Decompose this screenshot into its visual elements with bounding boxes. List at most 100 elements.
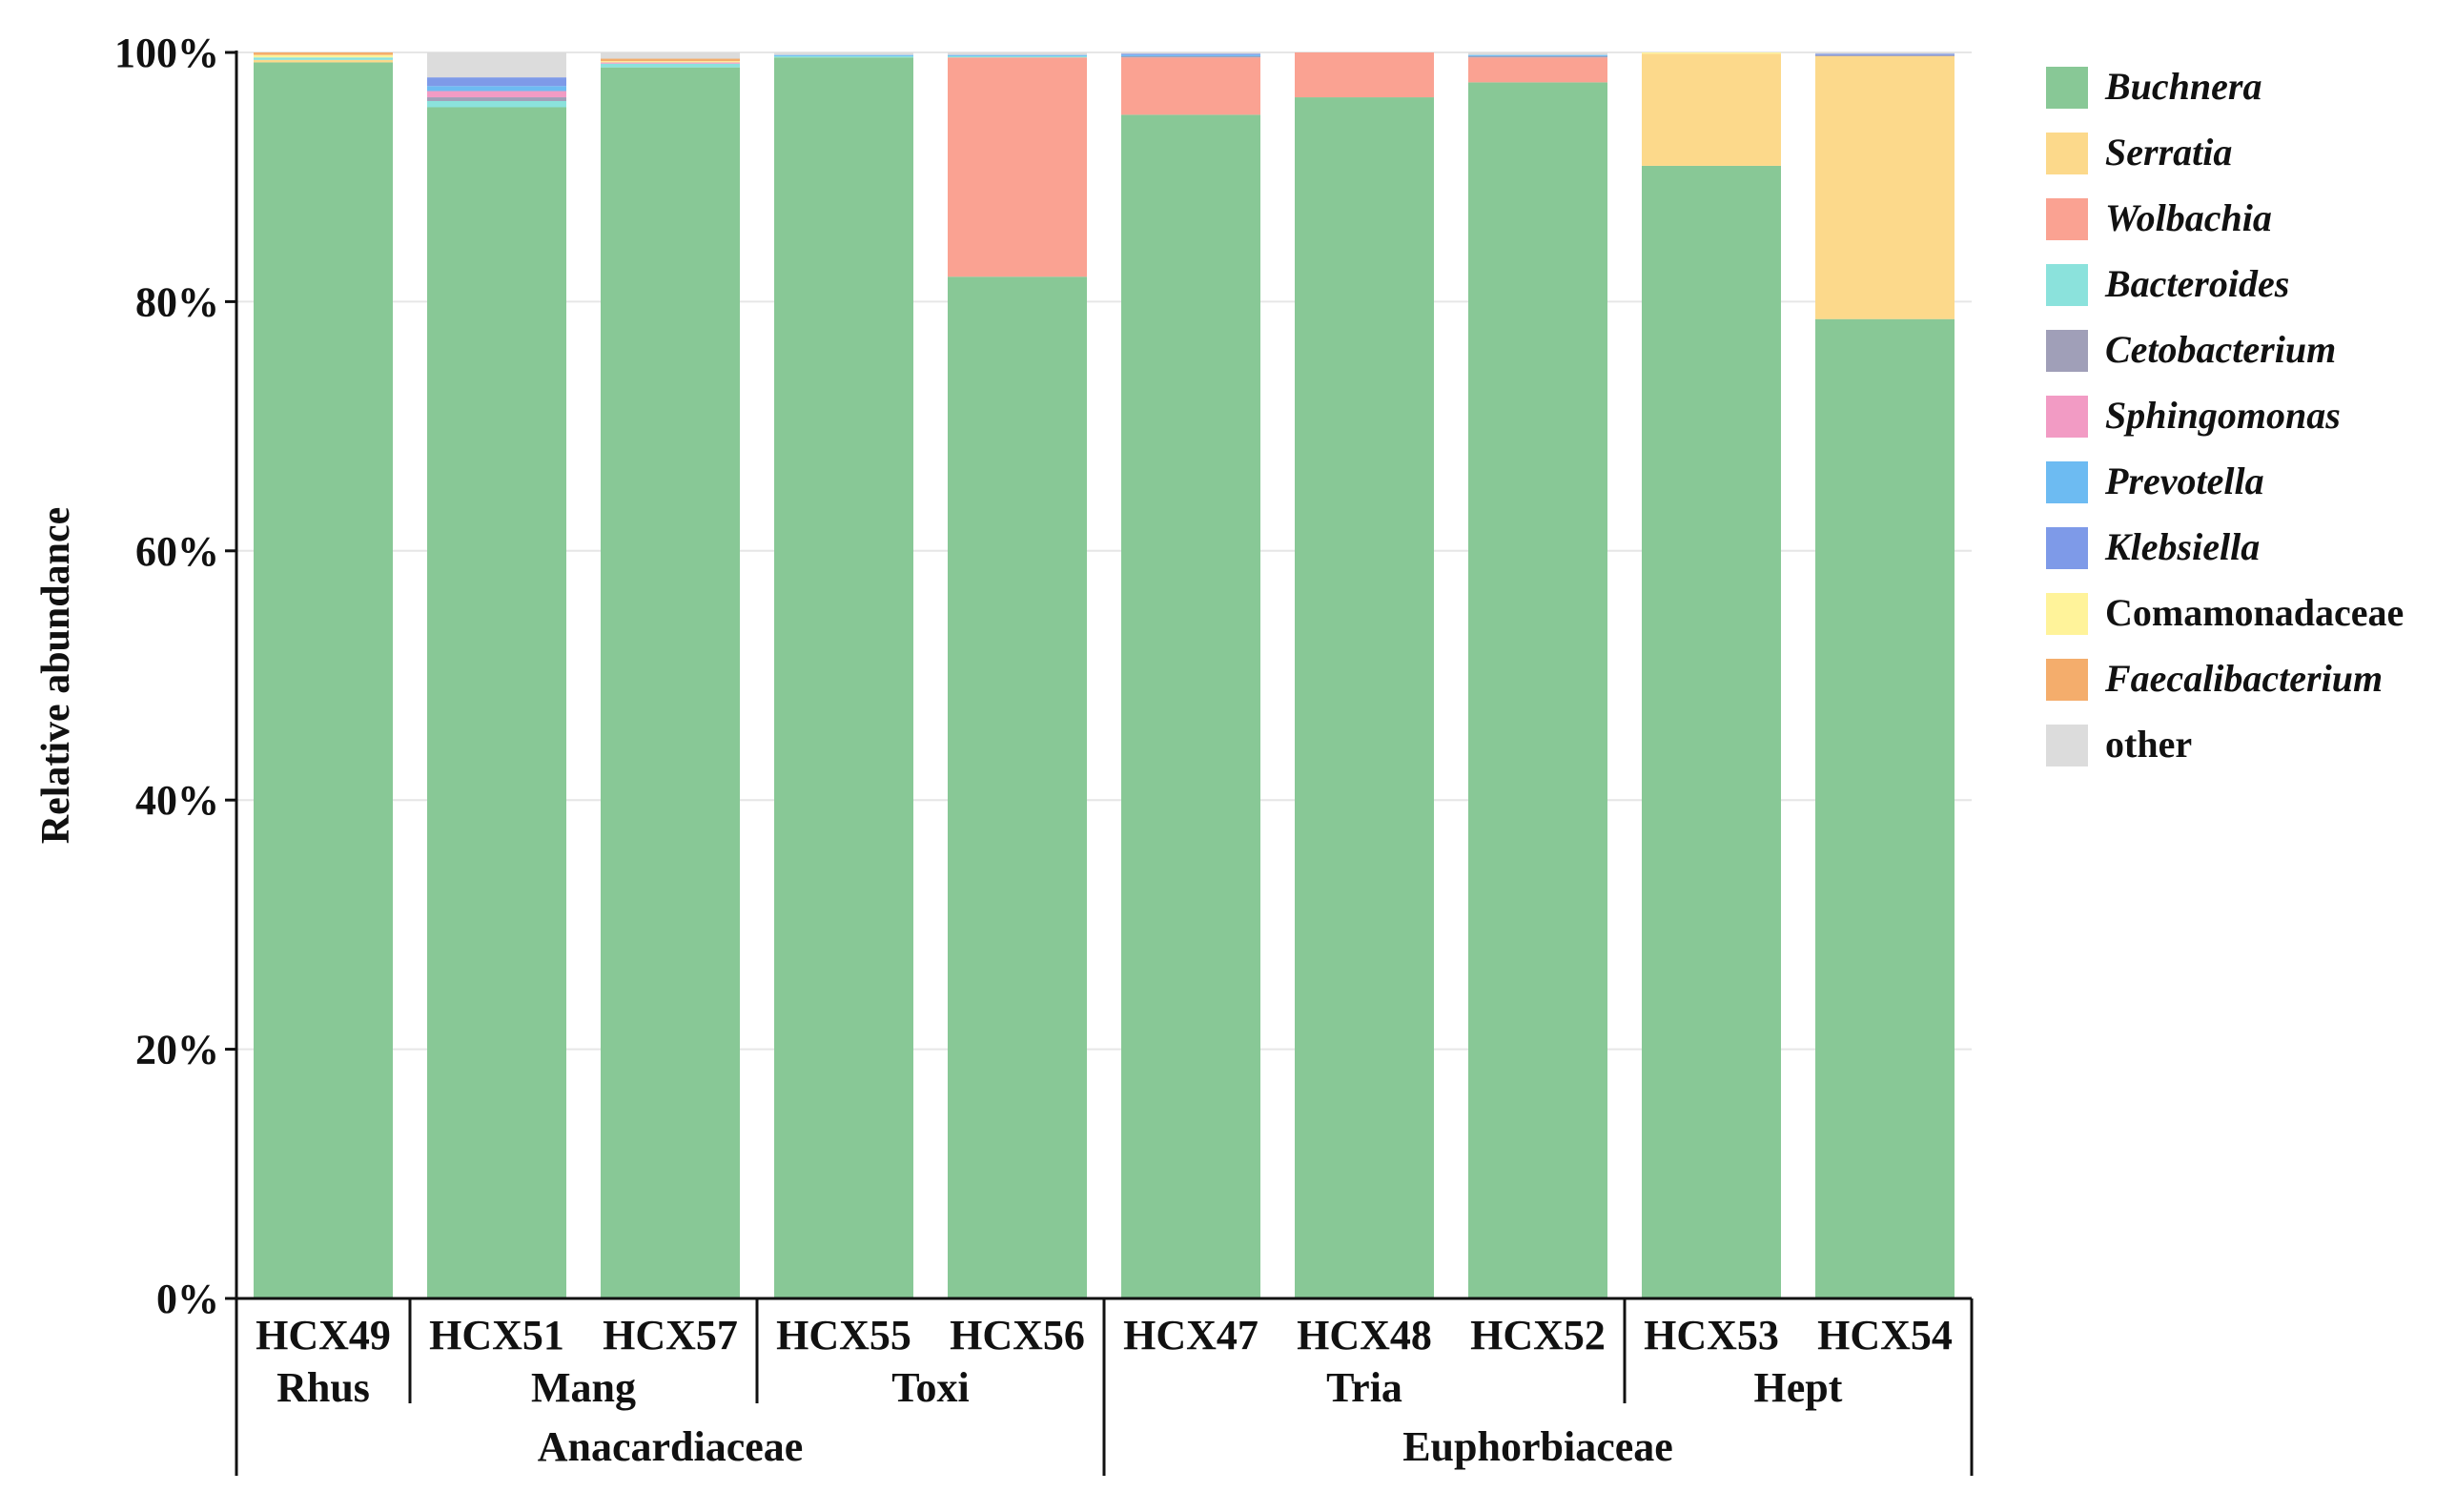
bar-segment-other [774,52,913,55]
bar-segment-klebsiella [427,77,566,87]
bar-segment-comamonadaceae [1642,52,1781,54]
legend-swatch [2046,330,2088,372]
bar-segment-buchnera [254,62,393,1298]
legend-label: Comamonadaceae [2105,591,2404,634]
bar-segment-prevotella [1468,54,1607,56]
sample-label: HCX54 [1817,1312,1953,1359]
family-group-label: Anacardiaceae [538,1423,804,1470]
bar-segment-serratia [1815,55,1955,319]
bar-segment-cetobacterium [1468,55,1607,58]
sample-label: HCX48 [1297,1312,1432,1359]
bar-segment-bacteroides [774,55,913,58]
bars-layer [254,52,1955,1299]
legend-swatch [2046,133,2088,174]
bar-segment-bacteroides [427,100,566,108]
bar-segment-buchnera [1468,82,1607,1298]
genus-group-label: Mang [531,1364,636,1411]
legend-label: Prevotella [2104,460,2264,502]
bar-segment-cetobacterium [1121,55,1260,58]
bar-segment-buchnera [948,276,1087,1298]
bar-segment-wolbachia [1121,57,1260,115]
sample-label: HCX55 [776,1312,911,1359]
y-tick-label: 0% [156,1276,219,1322]
y-tick-label: 40% [135,777,219,824]
y-tick-label: 20% [135,1027,219,1073]
bar-segment-buchnera [774,57,913,1298]
bar-segment-prevotella [948,54,1087,56]
bar-segment-buchnera [427,107,566,1298]
genus-group-label: Tria [1326,1364,1402,1411]
legend-swatch [2046,725,2088,766]
bar-segment-buchnera [1121,114,1260,1299]
bar-segment-prevotella [427,86,566,92]
genus-group-label: Rhus [276,1364,370,1411]
bar-segment-buchnera [601,67,740,1299]
labels-layer: HCX49 HCX51 HCX57 HCX55 HCX56 HCX47 HCX48 HCX52… [256,1312,1953,1470]
bar-segment-other [1121,52,1260,54]
legend-label: Klebsiella [2104,525,2260,568]
bar-segment-other [1468,52,1607,55]
y-tick-label: 100% [114,30,219,76]
legend-swatch [2046,461,2088,503]
sample-label: HCX52 [1470,1312,1606,1359]
bar-segment-wolbachia [1295,52,1434,98]
bar-segment-sphingomonas [601,62,740,64]
bar-segment-faecalibacterium [254,52,393,55]
genus-group-label: Hept [1754,1364,1843,1411]
bar-segment-klebsiella [1815,53,1955,55]
legend-label: Wolbachia [2105,196,2272,239]
bar-segment-cetobacterium [1815,54,1955,56]
family-group-label: Euphorbiaceae [1402,1423,1673,1470]
legend-label: Cetobacterium [2105,328,2336,371]
bar-segment-serratia [254,59,393,63]
sample-label: HCX56 [950,1312,1085,1359]
bar-segment-bacteroides [948,55,1087,58]
bar-segment-wolbachia [1468,57,1607,83]
legend-label: other [2105,723,2192,766]
bar-segment-serratia [1642,53,1781,166]
bar-segment-other [601,52,740,59]
legend-layer: Buchnera Serratia Wolbachia Bacteroides Ceto… [2046,65,2404,766]
bar-segment-prevotella [774,54,913,56]
bar-segment-sphingomonas [427,91,566,98]
y-tick-label: 80% [135,278,219,325]
bar-segment-wolbachia [948,57,1087,277]
y-axis-title: Relative abundance [34,507,78,845]
legend-label: Serratia [2105,131,2232,174]
y-tick-label: 60% [135,528,219,575]
legend-label: Sphingomonas [2105,394,2341,437]
bar-segment-buchnera [1295,97,1434,1298]
bar-segment-other [948,52,1087,55]
legend-swatch [2046,396,2088,438]
legend-label: Faecalibacterium [2104,657,2383,700]
bar-segment-klebsiella [1121,53,1260,55]
bar-segment-faecalibacterium [601,58,740,62]
bar-segment-bacteroides [601,63,740,68]
legend-swatch [2046,659,2088,701]
bar-segment-comamonadaceae [254,54,393,58]
bar-segment-comamonadaceae [601,61,740,63]
genus-group-label: Toxi [891,1364,970,1411]
legend-swatch [2046,264,2088,306]
legend-swatch [2046,593,2088,635]
sample-label: HCX51 [429,1312,564,1359]
legend-label: Buchnera [2104,65,2262,108]
legend-swatch [2046,67,2088,109]
bar-segment-prevotella [1121,54,1260,56]
legend-swatch [2046,198,2088,240]
sample-label: HCX57 [603,1312,738,1359]
bar-segment-other [1815,52,1955,54]
axis-layer: 0% 20% 40% 60% 80% 100% Relative abundance [34,30,1974,1476]
bar-segment-other [427,52,566,78]
sample-label: HCX49 [256,1312,391,1359]
sample-label: HCX53 [1644,1312,1779,1359]
legend-swatch [2046,527,2088,569]
sample-label: HCX47 [1123,1312,1259,1359]
bar-segment-buchnera [1642,165,1781,1298]
bar-segment-bacteroides [254,57,393,60]
legend-label: Bacteroides [2104,262,2289,305]
bar-segment-buchnera [1815,318,1955,1298]
bar-segment-cetobacterium [427,97,566,101]
